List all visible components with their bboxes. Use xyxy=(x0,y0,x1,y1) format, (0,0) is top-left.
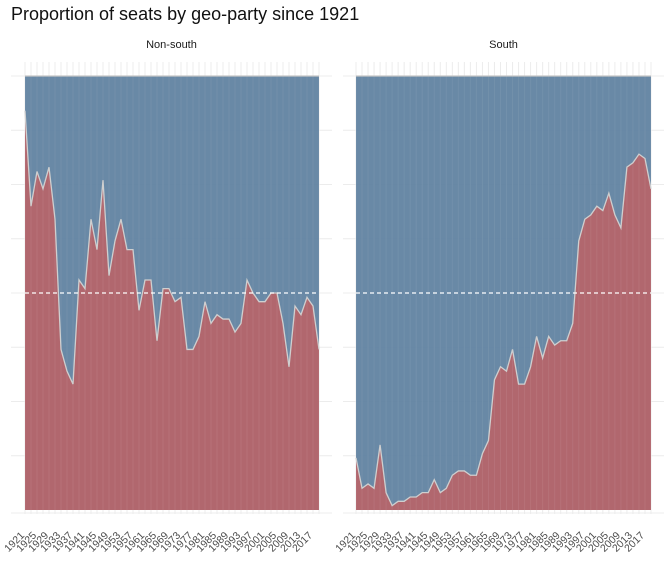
panel-2-strip-label: South xyxy=(489,39,518,51)
chart-title: Proportion of seats by geo-party since 1… xyxy=(11,4,360,24)
panel-1-strip-label: Non-south xyxy=(146,39,197,51)
panel-2-republican-area xyxy=(356,154,651,510)
panel-2-series-line xyxy=(355,153,652,507)
panel-1-series-line xyxy=(24,110,320,385)
panel-1-republican-area xyxy=(25,110,319,510)
